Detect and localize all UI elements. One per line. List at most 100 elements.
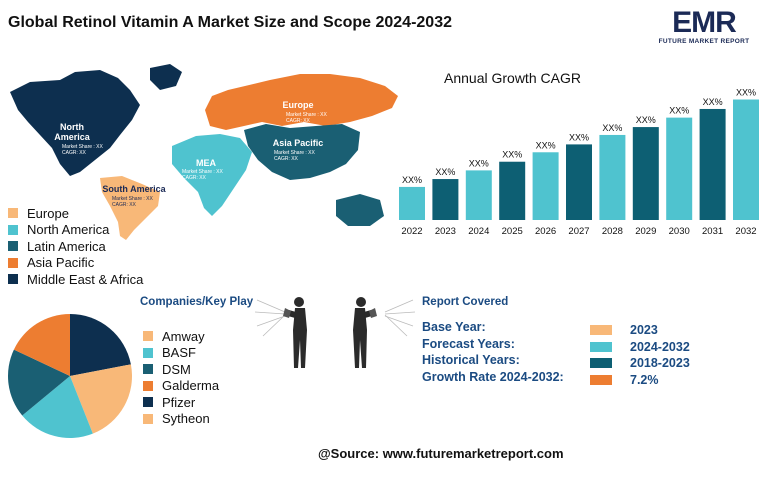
bar-value-label: XX% xyxy=(602,123,622,133)
x-tick-label: 2023 xyxy=(435,226,456,237)
region-meta: CAGR: XX xyxy=(112,202,137,208)
report-label-base-year: Base Year: xyxy=(422,320,486,334)
region-meta: Market Share : XX xyxy=(274,150,316,156)
legend-swatch xyxy=(8,208,18,219)
company-item-galderma: Galderma xyxy=(143,378,219,395)
bar-value-label: XX% xyxy=(502,150,522,160)
bar xyxy=(666,117,693,220)
company-label: Sytheon xyxy=(162,411,210,427)
legend-item-mea: Middle East & Africa xyxy=(8,271,143,288)
bar-value-label: XX% xyxy=(703,97,723,107)
bar xyxy=(632,127,659,220)
x-tick-label: 2028 xyxy=(602,226,623,237)
bar xyxy=(532,152,559,220)
report-labels: Base Year: Forecast Years: Historical Ye… xyxy=(422,319,564,385)
legend-label: Latin America xyxy=(27,238,106,254)
x-tick-label: 2029 xyxy=(635,226,656,237)
company-item-dsm: DSM xyxy=(143,361,219,378)
bar xyxy=(566,144,592,220)
report-values: 2023 2024-2032 2018-2023 7.2% xyxy=(590,322,690,388)
report-row-growth-rate: 7.2% xyxy=(590,372,690,389)
bar xyxy=(465,170,492,220)
x-tick-label: 2026 xyxy=(535,226,556,237)
report-value: 2024-2032 xyxy=(630,339,690,354)
logo-subtitle: FUTURE MARKET REPORT xyxy=(658,38,750,45)
report-label-forecast-years: Forecast Years: xyxy=(422,336,515,351)
person-left xyxy=(283,297,307,368)
company-item-amway: Amway xyxy=(143,328,219,345)
region-label-mea: MEA Market Share : XX CAGR: XX xyxy=(182,158,224,181)
company-label: DSM xyxy=(162,361,191,377)
region-label-north-america: North America Market Share : XX CAGR: XX xyxy=(54,122,103,156)
region-name: South America xyxy=(102,184,166,194)
map-south-america xyxy=(100,176,160,240)
x-tick-label: 2030 xyxy=(669,226,690,237)
logo-main-text: EMR xyxy=(672,6,737,39)
company-list: Amway BASF DSM Galderma Pfizer Sytheon xyxy=(143,328,219,427)
world-map: North America Market Share : XX CAGR: XX… xyxy=(10,64,398,240)
region-label-europe: Europe Market Share : XX CAGR: XX xyxy=(282,100,327,124)
page-title: Global Retinol Vitamin A Market Size and… xyxy=(8,14,452,31)
bar xyxy=(733,99,759,220)
region-name: America xyxy=(54,132,91,142)
person-right xyxy=(353,297,377,368)
bar-value-label: XX% xyxy=(669,106,689,116)
map-mea xyxy=(172,134,252,216)
bar xyxy=(399,186,425,220)
legend-item-north-america: North America xyxy=(8,222,143,239)
legend-swatch xyxy=(8,241,18,252)
company-swatch xyxy=(143,347,153,358)
companies-title: Companies/Key Play xyxy=(140,296,254,308)
legend-swatch xyxy=(8,257,18,268)
bar xyxy=(499,161,526,220)
report-swatch xyxy=(590,358,612,369)
region-label-south-america: South America Market Share : XX CAGR: XX xyxy=(102,184,166,208)
region-meta: CAGR: XX xyxy=(182,175,207,181)
region-meta: CAGR: XX xyxy=(286,118,311,124)
legend-item-asia-pacific: Asia Pacific xyxy=(8,255,143,272)
company-label: BASF xyxy=(162,345,196,361)
legend-item-europe: Europe xyxy=(8,205,143,222)
x-tick-label: 2022 xyxy=(401,226,422,237)
map-north-america xyxy=(10,70,140,176)
bar-value-label: XX% xyxy=(736,88,756,98)
region-name: Asia Pacific xyxy=(273,138,324,148)
legend-swatch xyxy=(8,274,18,285)
bar xyxy=(699,108,726,220)
pie-slice xyxy=(13,314,70,376)
emr-logo: EMR FUTURE MARKET REPORT xyxy=(652,8,756,52)
legend-label: North America xyxy=(27,222,110,238)
company-item-pfizer: Pfizer xyxy=(143,394,219,411)
x-tick-label: 2027 xyxy=(568,226,589,237)
report-swatch xyxy=(590,341,612,352)
report-swatch xyxy=(590,374,612,385)
sound-lines xyxy=(255,299,415,337)
region-meta: Market Share : XX xyxy=(286,112,328,118)
legend-swatch xyxy=(8,224,18,235)
report-label-growth-rate: Growth Rate 2024-2032: xyxy=(422,369,564,384)
region-meta: Market Share : XX xyxy=(112,196,154,202)
chart-title: Annual Growth CAGR xyxy=(444,70,581,86)
legend-label: Middle East & Africa xyxy=(27,271,144,287)
report-row-historical-years: 2018-2023 xyxy=(590,355,690,372)
companies-pie-chart xyxy=(8,314,132,438)
company-label: Galderma xyxy=(162,378,220,394)
legend-label: Europe xyxy=(27,205,69,221)
bar-value-label: XX% xyxy=(469,158,489,168)
company-swatch xyxy=(143,364,153,375)
company-swatch xyxy=(143,397,153,408)
cagr-bar-chart: XX% 2022 XX% 2023 XX% 2024 XX% 2025 XX% 2026 XX% 20… xyxy=(399,88,759,237)
pie-slice xyxy=(70,314,131,376)
region-name: MEA xyxy=(196,158,217,168)
company-swatch xyxy=(143,413,153,424)
report-swatch xyxy=(590,325,612,336)
report-row-forecast-years: 2024-2032 xyxy=(590,339,690,356)
report-value: 7.2% xyxy=(630,372,659,387)
x-tick-label: 2031 xyxy=(702,226,723,237)
legend-label: Asia Pacific xyxy=(27,255,95,271)
region-meta: Market Share : XX xyxy=(62,144,104,150)
company-swatch xyxy=(143,331,153,342)
pie-slice xyxy=(8,349,70,416)
report-value: 2018-2023 xyxy=(630,356,690,371)
company-label: Pfizer xyxy=(162,394,196,410)
